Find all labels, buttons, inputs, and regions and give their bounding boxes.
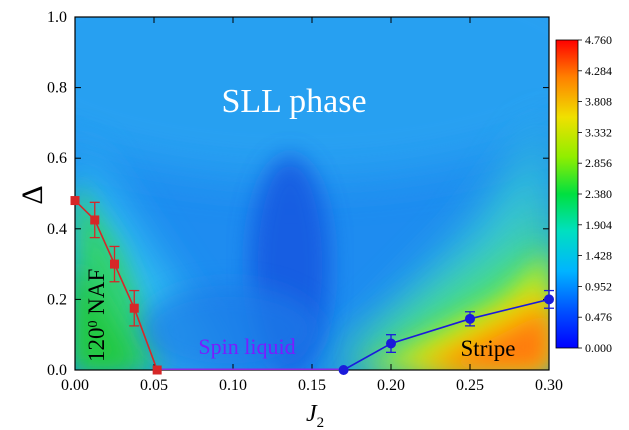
- y-tick-label: 0.2: [47, 291, 67, 308]
- x-tick-label: 0.00: [61, 377, 89, 394]
- data-point: [110, 259, 119, 269]
- x-axis-title-main: J: [306, 401, 318, 427]
- colorbar-tick-label: 2.856: [585, 156, 612, 170]
- x-tick-label: 0.15: [298, 377, 326, 394]
- y-axis-title: Δ: [16, 185, 49, 204]
- data-point: [152, 365, 162, 375]
- x-axis-title: J2: [306, 401, 324, 430]
- y-tick-label: 1.0: [47, 9, 67, 26]
- annotation-stripe: Stripe: [461, 336, 516, 361]
- data-point: [70, 196, 80, 206]
- x-axis-title-subscript: 2: [317, 415, 325, 430]
- x-tick-label: 0.05: [140, 377, 168, 394]
- annotation-naf: 1200 NAF: [84, 269, 109, 362]
- y-tick-label: 0.6: [47, 150, 67, 167]
- x-tick-label: 0.25: [456, 377, 484, 394]
- annotation-spin-liquid: Spin liquid: [198, 334, 295, 359]
- colorbar-tick-label: 1.904: [585, 218, 612, 232]
- series-line: [343, 298, 549, 370]
- annotation-naf-rest: NAF: [84, 269, 109, 321]
- colorbar-tick-label: 1.428: [585, 249, 612, 263]
- data-point: [386, 338, 396, 349]
- data-point: [465, 313, 475, 324]
- colorbar-tick-label: 4.284: [585, 64, 612, 78]
- y-tick-label: 0.0: [47, 362, 67, 379]
- x-tick-label: 0.20: [377, 377, 405, 394]
- colorbar-tick-label: 0.000: [585, 341, 612, 355]
- colorbar-tick-label: 3.808: [585, 95, 612, 109]
- annotation-sll-phase: SLL phase: [221, 83, 366, 120]
- data-point: [338, 365, 349, 375]
- x-tick-label: 0.30: [535, 377, 563, 394]
- colorbar-tick-label: 0.952: [585, 279, 612, 293]
- colorbar: [555, 39, 579, 349]
- y-tick-label: 0.4: [47, 221, 67, 238]
- annotation-naf-base: 120: [84, 328, 109, 363]
- colorbar-tick-label: 0.476: [585, 310, 612, 324]
- heatmap-field: [75, 17, 549, 370]
- data-point: [90, 215, 100, 225]
- colorbar-tick-label: 2.380: [585, 187, 612, 201]
- colorbar-tick-label: 3.332: [585, 125, 612, 139]
- data-point: [129, 303, 139, 313]
- y-tick-label: 0.8: [47, 80, 67, 97]
- colorbar-tick-label: 4.760: [585, 33, 612, 47]
- x-tick-label: 0.10: [219, 377, 247, 394]
- annotation-naf-superscript: 0: [86, 321, 101, 328]
- data-point: [544, 294, 554, 305]
